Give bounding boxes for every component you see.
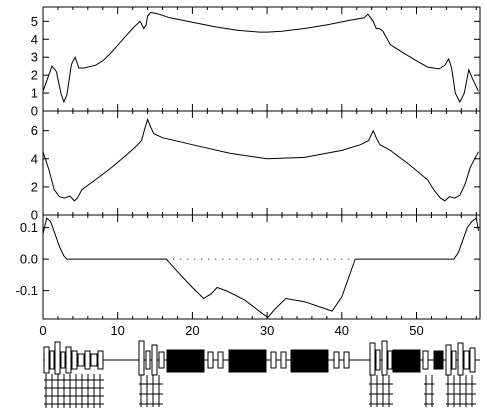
mid-left-label-stack <box>139 375 163 407</box>
top-panel-curve <box>42 11 479 104</box>
middle-panel-curve <box>42 117 479 202</box>
y-tick-label: 6 <box>31 123 38 138</box>
top-panel: 0 1 2 3 4 5 <box>31 6 481 119</box>
middle-panel-frame <box>42 110 481 216</box>
mid-left-element-cluster <box>138 340 165 376</box>
y-tick-label: 0.1 <box>20 220 38 235</box>
y-tick-label: 0.0 <box>20 252 38 267</box>
right-element-cluster <box>369 340 476 376</box>
y-tick-label: 5 <box>31 14 38 29</box>
quadrupole-magnets <box>207 351 350 369</box>
x-tick-label: 20 <box>185 323 199 338</box>
left-element-cluster <box>43 341 104 375</box>
middle-panel: 0 2 4 6 <box>31 110 481 223</box>
y-tick-label: 1 <box>31 86 38 101</box>
bottom-panel-frame <box>42 214 481 320</box>
y-tick-label: 0 <box>31 208 38 223</box>
x-tick-label: 0 <box>39 323 46 338</box>
top-panel-axes: 0 1 2 3 4 5 <box>31 7 480 119</box>
y-tick-label: 4 <box>31 32 38 47</box>
y-tick-label: 4 <box>31 151 38 166</box>
y-tick-label: 3 <box>31 50 38 65</box>
left-label-stack <box>44 374 104 408</box>
bottom-panel-axes: -0.1 0.0 0.1 0 10 20 30 40 50 <box>16 215 480 338</box>
x-tick-label: 40 <box>335 323 349 338</box>
y-tick-label: -0.1 <box>16 283 38 298</box>
y-tick-label: 0 <box>31 104 38 119</box>
lattice-element-strip <box>43 340 480 408</box>
x-tick-label: 10 <box>110 323 124 338</box>
bottom-panel: -0.1 0.0 0.1 0 10 20 30 40 50 <box>16 214 481 338</box>
dipole-magnets <box>166 349 444 373</box>
x-tick-label: 30 <box>260 323 274 338</box>
x-tick-label: 50 <box>409 323 423 338</box>
y-tick-label: 2 <box>31 179 38 194</box>
bottom-panel-curve <box>42 217 479 319</box>
right-label-stack <box>369 375 476 407</box>
y-tick-label: 2 <box>31 68 38 83</box>
